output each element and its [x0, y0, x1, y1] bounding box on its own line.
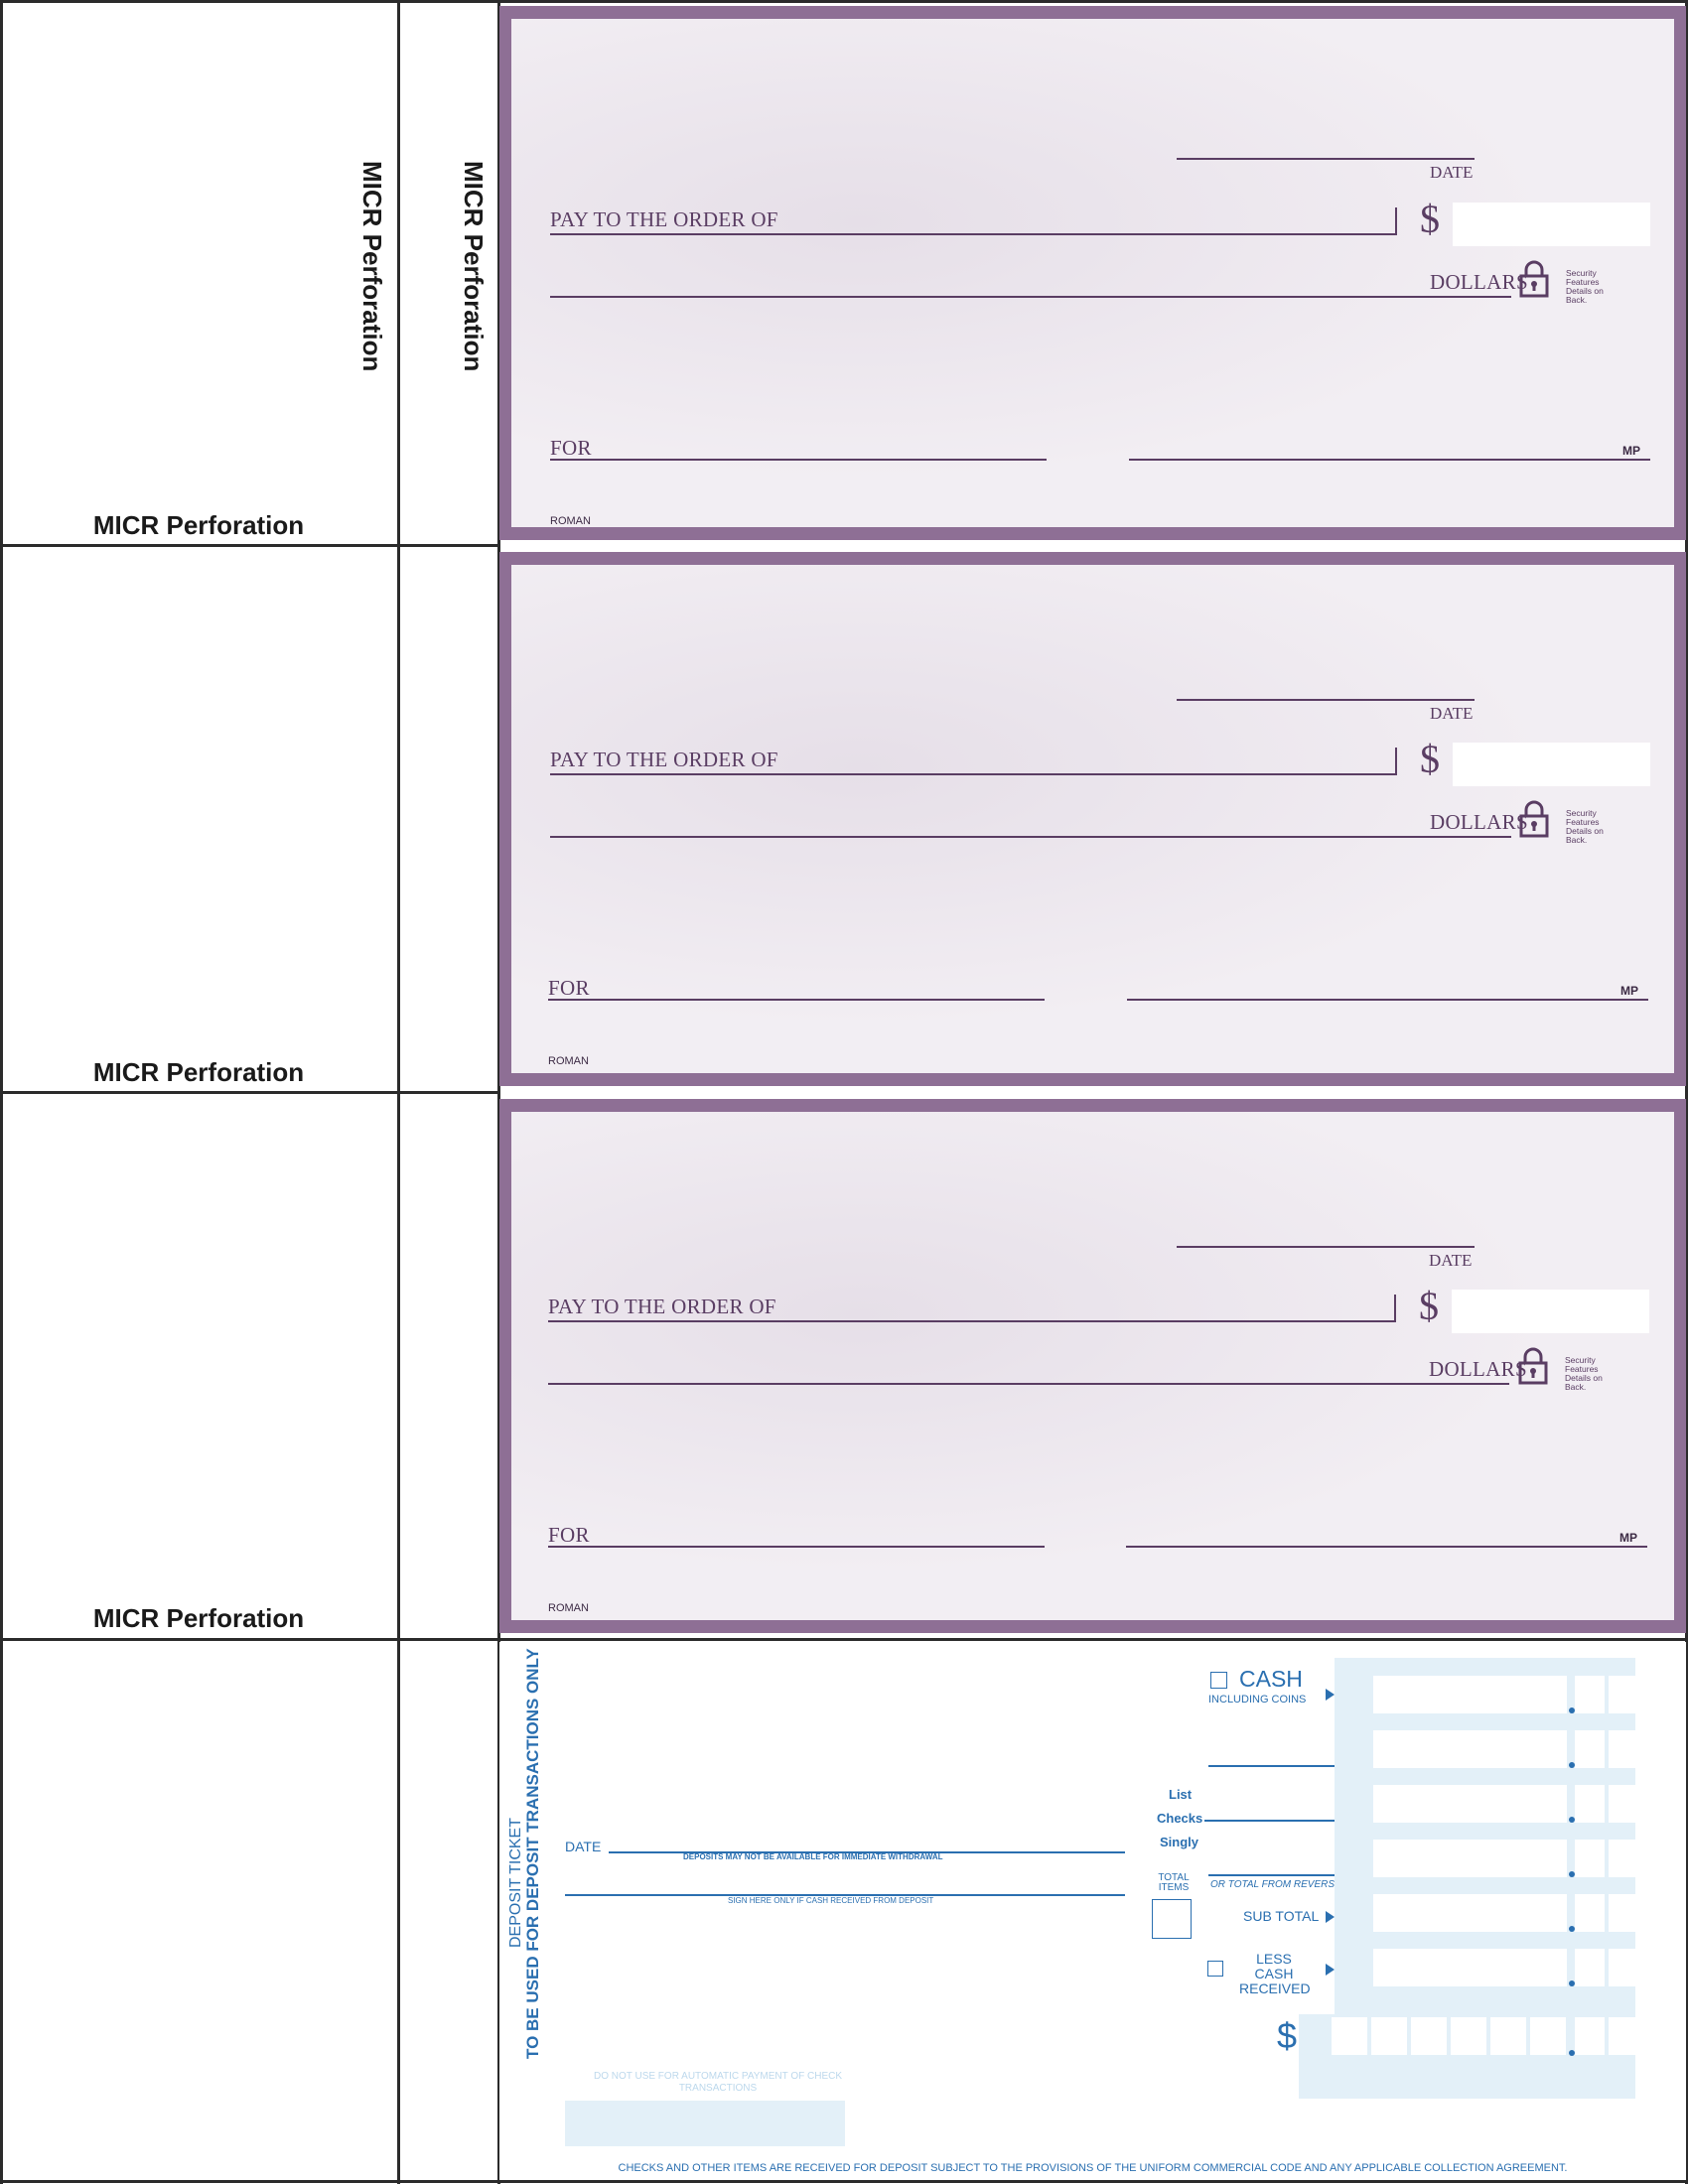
- dollar-sign: $: [1420, 737, 1440, 781]
- cash-label: CASH: [1239, 1666, 1303, 1692]
- amount-box[interactable]: [1453, 203, 1650, 246]
- check-1: DATE PAY TO THE ORDER OF $ DOLLARS Secur…: [499, 6, 1686, 540]
- row-divider-2: [0, 1091, 499, 1094]
- encoding-box: [565, 2101, 845, 2146]
- signature-line: [1127, 999, 1648, 1001]
- top-border: [0, 0, 1688, 3]
- right-border: [1685, 0, 1688, 2184]
- less-cash-checkbox[interactable]: [1207, 1961, 1223, 1977]
- memo-line: [548, 1546, 1045, 1548]
- security-features-note: Security Features Details on Back.: [1565, 1355, 1603, 1392]
- cash-checkbox[interactable]: [1210, 1672, 1227, 1689]
- check-2: DATE PAY TO THE ORDER OF $ DOLLARS Secur…: [499, 552, 1686, 1086]
- payee-line: [548, 1320, 1394, 1322]
- dollars-label: DOLLARS: [1430, 810, 1528, 834]
- sub-total-label: SUB TOTAL: [1243, 1908, 1320, 1924]
- date-line: [1177, 699, 1475, 701]
- security-features-note: Security Features Details on Back.: [1566, 268, 1604, 305]
- singly-label: Singly: [1160, 1835, 1199, 1849]
- memo-line: [550, 459, 1047, 461]
- date-label: DATE: [1430, 163, 1474, 182]
- memo-label: FOR: [548, 1523, 590, 1547]
- amount-words-line: [548, 1383, 1509, 1385]
- mp-mark: MP: [1622, 444, 1640, 458]
- list-label: List: [1169, 1787, 1193, 1802]
- dollars-label: DOLLARS: [1430, 270, 1528, 294]
- amount-box[interactable]: [1453, 743, 1650, 786]
- availability-notice: DEPOSITS MAY NOT BE AVAILABLE FOR IMMEDI…: [683, 1852, 943, 1861]
- sign-here-notice: SIGN HERE ONLY IF CASH RECEIVED FROM DEP…: [728, 1896, 934, 1905]
- or-total-from-reverse: OR TOTAL FROM REVERSE: [1210, 1879, 1341, 1890]
- dollar-sign: $: [1420, 197, 1440, 241]
- total-items-box[interactable]: [1152, 1899, 1192, 1939]
- deposit-only-title: TO BE USED FOR DEPOSIT TRANSACTIONS ONLY: [523, 1648, 542, 2059]
- cash-sublabel: INCLUDING COINS: [1208, 1694, 1307, 1706]
- payee-line-end: [1395, 207, 1397, 235]
- date-label: DATE: [1429, 1251, 1473, 1270]
- deposit-ticket: TO BE USED FOR DEPOSIT TRANSACTIONS ONLY…: [499, 1642, 1686, 2180]
- pay-to-label: PAY TO THE ORDER OF: [550, 207, 778, 231]
- sub-total-arrow-icon: [1326, 1911, 1335, 1923]
- less-cash-arrow-icon: [1326, 1964, 1335, 1976]
- checks-label: Checks: [1157, 1811, 1203, 1826]
- deposit-date-label: DATE: [565, 1839, 602, 1854]
- micr-perforation-label-2: MICR Perforation: [92, 1057, 305, 1087]
- micr-perforation-label-1: MICR Perforation: [92, 510, 305, 540]
- pay-to-label: PAY TO THE ORDER OF: [548, 1295, 776, 1318]
- check-face: DATE PAY TO THE ORDER OF $ DOLLARS Secur…: [511, 1112, 1674, 1620]
- date-label: DATE: [1430, 704, 1474, 723]
- signature-line[interactable]: [565, 1894, 1125, 1896]
- security-features-note: Security Features Details on Back.: [1566, 808, 1604, 845]
- bottom-border: [0, 2180, 1688, 2183]
- pay-to-label: PAY TO THE ORDER OF: [550, 748, 778, 771]
- dollars-label: DOLLARS: [1429, 1357, 1527, 1381]
- check-face: DATE PAY TO THE ORDER OF $ DOLLARS Secur…: [511, 19, 1674, 527]
- lock-icon: [1518, 1347, 1548, 1385]
- check-line-1[interactable]: [1208, 1765, 1339, 1767]
- check-line-3[interactable]: [1208, 1874, 1339, 1876]
- amount-words-line: [550, 296, 1511, 298]
- check-style-label: ROMAN: [550, 515, 591, 527]
- payee-line: [550, 233, 1396, 235]
- deposit-date-line[interactable]: [609, 1851, 1125, 1853]
- memo-label: FOR: [550, 436, 592, 460]
- deposit-total-dollar-sign: $: [1277, 2015, 1298, 2056]
- check-style-label: ROMAN: [548, 1055, 589, 1067]
- micr-perforation-vertical-1: MICR Perforation: [357, 161, 387, 372]
- signature-line: [1129, 459, 1650, 461]
- check-face: DATE PAY TO THE ORDER OF $ DOLLARS Secur…: [511, 565, 1674, 1073]
- lock-icon: [1519, 260, 1549, 298]
- amount-box[interactable]: [1452, 1290, 1649, 1333]
- micr-perforation-vertical-2: MICR Perforation: [459, 161, 489, 372]
- row-divider-1: [0, 544, 499, 547]
- payee-line-end: [1395, 748, 1397, 775]
- dollar-sign: $: [1419, 1284, 1439, 1328]
- micr-perforation-label-3: MICR Perforation: [92, 1603, 305, 1633]
- memo-label: FOR: [548, 976, 590, 1000]
- do-not-use-notice: DO NOT USE FOR AUTOMATIC PAYMENT OF CHEC…: [593, 2071, 843, 2094]
- deposit-ticket-title: DEPOSIT TICKET: [507, 1818, 524, 1948]
- signature-line: [1126, 1546, 1647, 1548]
- deposit-footer-notice: CHECKS AND OTHER ITEMS ARE RECEIVED FOR …: [618, 2162, 1568, 2174]
- date-line: [1177, 1246, 1475, 1248]
- memo-line: [548, 999, 1045, 1001]
- mp-mark: MP: [1619, 1531, 1637, 1545]
- lock-icon: [1519, 800, 1549, 838]
- total-items-label: TOTAL ITEMS: [1158, 1872, 1190, 1893]
- check-3: DATE PAY TO THE ORDER OF $ DOLLARS Secur…: [499, 1099, 1686, 1633]
- row-divider-3: [0, 1638, 1688, 1641]
- check-line-2[interactable]: [1204, 1820, 1339, 1822]
- date-line: [1177, 158, 1475, 160]
- payee-line: [550, 773, 1396, 775]
- payee-line-end: [1394, 1295, 1396, 1322]
- check-style-label: ROMAN: [548, 1602, 589, 1614]
- mp-mark: MP: [1620, 984, 1638, 998]
- less-cash-label: LESS CASH RECEIVED: [1239, 1951, 1311, 1996]
- amount-words-line: [550, 836, 1511, 838]
- cash-arrow-icon: [1326, 1689, 1335, 1701]
